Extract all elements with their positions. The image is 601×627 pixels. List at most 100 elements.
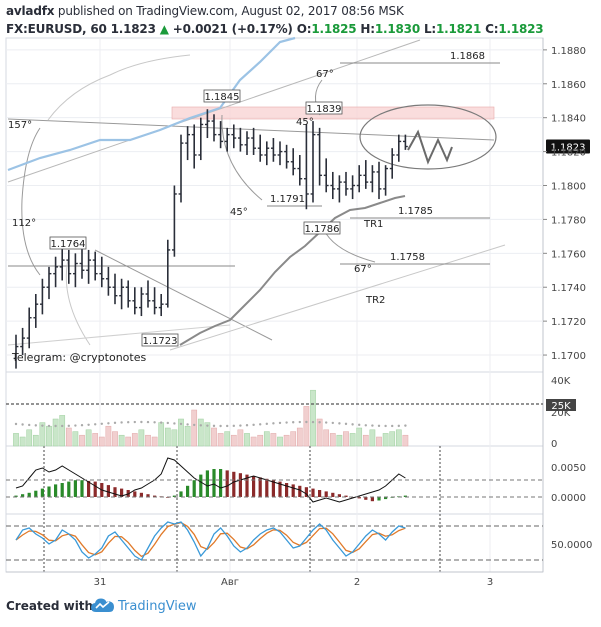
price-label-text: 1.1786 — [305, 224, 340, 235]
price-label-text: 1.1758 — [390, 252, 425, 263]
last-price-badge — [546, 139, 590, 154]
angle-annotation: 67° — [354, 264, 372, 275]
volume-ma-dot — [54, 424, 57, 428]
volume-ma-dot — [272, 422, 275, 425]
price-axis-label: 1.1880 — [551, 46, 586, 57]
high-value: 1.1830 — [374, 22, 420, 36]
volume-ma-dot — [113, 421, 117, 425]
price-axis-label: 1.1740 — [551, 283, 586, 294]
macd-hist-bar — [271, 480, 275, 497]
volume-ma-dot — [28, 423, 31, 427]
volume-bar — [263, 431, 270, 447]
last-price: 1.1823 — [110, 22, 156, 36]
forecast-path — [407, 129, 453, 165]
volume-bar — [369, 429, 376, 447]
author-name[interactable]: avladfx — [6, 4, 55, 18]
symbol-name[interactable]: FX:EURUSD, 60 — [6, 22, 107, 36]
volume-ma-dot — [120, 421, 123, 424]
volume-bar — [316, 418, 323, 447]
volume-bar — [46, 425, 52, 447]
indicator-axes: 40K 20K 0 0.0050 0.0000 50.0000 — [551, 376, 592, 551]
macd-hist-bar — [318, 490, 322, 497]
volume-ma-dot — [107, 422, 110, 425]
angle-annotation: 67° — [316, 69, 334, 80]
volume-bar — [197, 418, 204, 447]
ma-slow-line — [179, 195, 406, 346]
volume-bar — [336, 434, 343, 447]
macd-hist-bar — [238, 473, 242, 497]
macd-hist-bar — [47, 486, 51, 497]
volume-bar — [356, 427, 363, 447]
price-axis-label: 1.1800 — [551, 182, 586, 193]
volume-ma-dot — [34, 424, 37, 427]
volume-ma-dot — [351, 423, 354, 426]
angle-annotation: TR1 — [363, 219, 383, 230]
time-axis[interactable]: 31 Авг 2 3 — [6, 571, 543, 588]
volume-bar — [296, 427, 303, 447]
volume-ma-dot — [219, 424, 222, 428]
volume-ma-dot — [318, 421, 321, 424]
fan-arc-left — [21, 127, 41, 276]
volume-bars: 25K — [13, 389, 576, 447]
price-axis-label: 1.1840 — [551, 114, 586, 125]
price-axis-label: 1.1760 — [551, 249, 586, 260]
fan-arc-low — [65, 259, 91, 346]
price-axis[interactable]: 1.1880 1.1860 1.1840 1.1820 1.1800 1.1780 1.17… — [543, 46, 586, 362]
volume-ma-dot — [206, 424, 209, 427]
macd-hist-bar — [93, 481, 97, 497]
volume-ma-dot — [259, 423, 262, 426]
price-axis-label: 1.1720 — [551, 317, 586, 328]
volume-bar — [164, 427, 171, 447]
channel-line-lower — [169, 244, 506, 351]
price-axis-label: 1.1700 — [551, 351, 586, 362]
volume-ma-dot — [179, 422, 183, 426]
high-label: H: — [360, 22, 375, 36]
volume-ma-dot — [344, 422, 348, 426]
macd-hist-bar — [324, 491, 328, 497]
volume-ma-dot — [252, 423, 255, 427]
chart-labels: 1.1845 1.1839 1.1764 1.1723 1.1786 1.1791 1.18… — [8, 51, 590, 364]
macd-hist-bar — [172, 495, 176, 497]
chart-area[interactable]: 1.1845 1.1839 1.1764 1.1723 1.1786 1.1791 1.18… — [0, 0, 601, 596]
macd-line — [15, 457, 406, 503]
volume-bar — [65, 427, 72, 447]
time-axis-label: Авг — [221, 577, 239, 588]
macd-hist-bar — [106, 485, 110, 497]
stoch-d-line — [15, 521, 406, 558]
open-label: O: — [296, 22, 312, 36]
volume-bar — [349, 433, 356, 447]
macd-hist-bar — [344, 495, 348, 497]
macd-hist-bar — [219, 469, 223, 497]
macd-histogram — [14, 469, 407, 502]
macd-hist-bar — [139, 492, 143, 497]
volume-bar — [277, 436, 283, 447]
price-axis-label: 1.1860 — [551, 80, 586, 91]
volume-axis-label: 0 — [551, 439, 557, 450]
volume-bar — [184, 425, 191, 447]
macd-hist-bar — [212, 469, 216, 497]
angle-annotation: 112° — [12, 218, 36, 229]
volume-ma-dot — [245, 424, 249, 427]
volume-ma-dot — [100, 422, 104, 425]
volume-ma-dot — [140, 420, 143, 424]
volume-bar — [52, 418, 59, 447]
volume-ma-dot — [14, 422, 18, 426]
volume-bar — [105, 425, 112, 447]
macd-hist-bar — [357, 497, 361, 499]
tradingview-brand-link[interactable]: TradingView — [118, 599, 197, 614]
volume-ma-dots — [14, 420, 407, 428]
watermark-text: Telegram: @cryptonotes — [11, 351, 146, 364]
moving-averages — [7, 36, 406, 346]
close-value: 1.1823 — [498, 22, 544, 36]
volume-ma-dot — [160, 421, 163, 424]
price-label-box — [303, 221, 341, 235]
angle-annotation: 45° — [230, 207, 248, 218]
macd-hist-bar — [73, 480, 77, 497]
macd-hist-bar — [337, 494, 341, 497]
tradingview-cloud-icon[interactable] — [90, 597, 116, 615]
macd-hist-bar — [225, 470, 229, 497]
volume-ma-dot — [358, 423, 361, 427]
volume-badge — [546, 399, 576, 411]
volume-bar — [224, 431, 231, 447]
volume-bar — [211, 427, 217, 447]
